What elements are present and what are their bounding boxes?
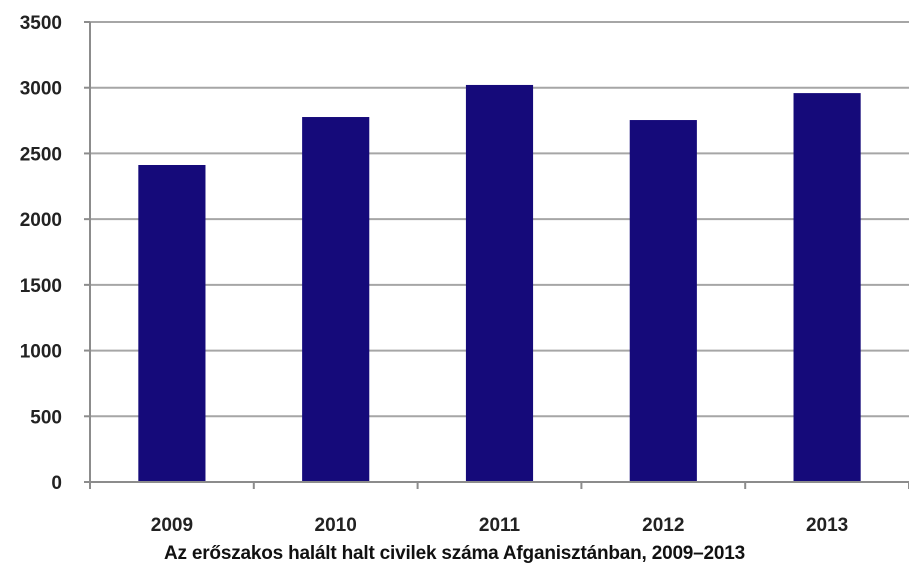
y-tick-label: 500 <box>30 407 62 428</box>
chart-caption: Az erőszakos halált halt civilek száma A… <box>163 543 746 564</box>
x-tick-label: 2012 <box>642 515 684 536</box>
y-tick-label: 2500 <box>20 144 62 165</box>
axes <box>84 21 909 489</box>
bar-2013 <box>793 93 861 483</box>
x-tick-label: 2013 <box>806 515 848 536</box>
y-tick-label: 2000 <box>20 210 62 231</box>
bars <box>138 84 861 483</box>
y-tick-label: 1500 <box>20 276 62 297</box>
bar-2011 <box>465 84 534 482</box>
x-tick-label: 2009 <box>151 515 193 536</box>
bar-2010 <box>302 117 370 482</box>
bar-2009 <box>138 164 206 482</box>
y-tick-label: 0 <box>51 473 62 494</box>
bar-chart: 0 500 1000 1500 2000 2500 3000 3500 2009 2010 201… <box>20 13 909 536</box>
x-tick-label: 2010 <box>315 515 357 536</box>
bar-2012 <box>629 120 697 482</box>
y-tick-label: 3500 <box>20 13 62 34</box>
y-tick-label: 1000 <box>20 342 62 363</box>
x-tick-label: 2011 <box>479 515 521 536</box>
y-tick-label: 3000 <box>20 79 62 100</box>
y-axis-tick-labels: 0 500 1000 1500 2000 2500 3000 3500 <box>20 13 62 494</box>
x-axis-tick-labels: 2009 2010 2011 2012 2013 <box>151 515 848 536</box>
